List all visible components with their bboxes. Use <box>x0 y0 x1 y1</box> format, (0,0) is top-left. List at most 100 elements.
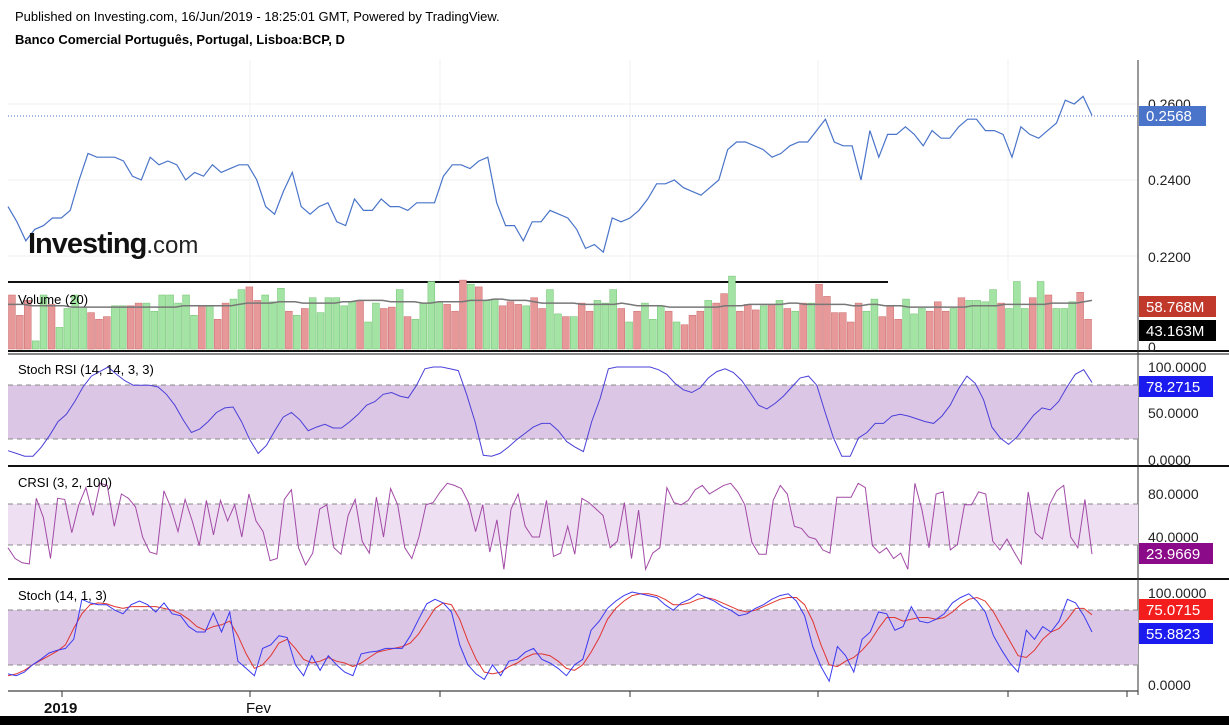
volume-bar <box>87 312 95 350</box>
volume-bar <box>1044 294 1053 350</box>
volume-bar <box>736 310 744 350</box>
time-label-fev: Fev <box>246 700 272 717</box>
volume-bar <box>308 297 317 350</box>
volume-bar <box>451 310 459 350</box>
volume-bar <box>672 321 681 350</box>
volume-bar <box>119 305 127 350</box>
volume-bar <box>570 316 578 350</box>
volume-bar <box>206 305 214 350</box>
volume-bar <box>846 321 855 350</box>
volume-bar <box>285 310 293 350</box>
stochrsi-band <box>8 385 1138 439</box>
volume-bar <box>862 310 871 350</box>
volume-bar <box>823 296 831 350</box>
volume-bar <box>941 310 950 350</box>
volume-bar <box>696 310 705 350</box>
volume-bar <box>886 305 894 350</box>
volume-bar <box>79 306 87 350</box>
volume-bar <box>1052 308 1061 350</box>
volume-tag <box>1139 296 1216 317</box>
stoch-d-tag-text: 75.0715 <box>1146 602 1200 619</box>
volume-bar <box>530 297 538 350</box>
volume-bar <box>680 324 689 350</box>
volume-bar <box>380 308 388 350</box>
stoch-k-line <box>7 591 1093 683</box>
volume-bar <box>395 289 404 350</box>
volume-bar <box>435 301 443 350</box>
volume-bar <box>783 308 792 350</box>
volume-bar <box>63 308 72 350</box>
stoch-d-tag <box>1139 599 1213 620</box>
volume-bar <box>39 294 48 350</box>
stoch-k-tag <box>1139 623 1213 644</box>
volume-bar <box>894 319 902 350</box>
price-line <box>7 95 1093 254</box>
volume-bar <box>316 312 325 350</box>
volume-bar <box>759 305 768 350</box>
volume-bar <box>198 305 206 350</box>
crsi-tick: 80.0000 <box>1148 486 1199 502</box>
volume-bar <box>1060 308 1069 350</box>
volume-bar <box>427 281 436 350</box>
volume-bar <box>348 301 356 350</box>
stochrsi-tag <box>1139 376 1213 397</box>
volume-tick: 0 <box>1148 339 1156 355</box>
volume-bar <box>158 294 166 350</box>
volume-bar <box>1021 308 1029 350</box>
volume-bar <box>562 316 570 350</box>
volume-bar <box>269 301 277 350</box>
volume-bar <box>989 289 997 350</box>
volume-bar <box>332 297 341 350</box>
volume-ma-tag <box>1139 320 1216 341</box>
volume-bar <box>949 308 958 350</box>
volume-bar <box>31 340 40 350</box>
volume-bar <box>799 302 807 350</box>
volume-bar <box>965 300 974 350</box>
volume-bar <box>126 305 135 350</box>
volume-bar <box>538 308 546 350</box>
volume-ma-line <box>8 298 1093 308</box>
volume-tag-text: 58.768M <box>1146 299 1204 316</box>
volume-bar <box>577 302 586 350</box>
volume-bar <box>229 298 238 350</box>
price-tick: 0.2200 <box>1148 249 1191 265</box>
volume-bar <box>261 294 269 350</box>
volume-bar <box>902 298 910 350</box>
volume-bar <box>324 297 333 350</box>
logo-main: Investing <box>28 228 147 260</box>
crsi-line <box>7 482 1093 572</box>
price-grid <box>8 60 1138 281</box>
volume-bar <box>1036 281 1045 350</box>
volume-bar <box>221 302 230 350</box>
volume-bar <box>95 319 103 350</box>
volume-bar <box>16 315 24 350</box>
stochrsi-tick: 50.0000 <box>1148 405 1199 421</box>
stochrsi-tick: 0.0000 <box>1148 452 1191 468</box>
volume-bar <box>498 305 507 350</box>
volume-bar <box>1084 319 1092 350</box>
volume-bar <box>47 304 56 350</box>
symbol-title: Banco Comercial Português, Portugal, Lis… <box>15 32 345 47</box>
volume-bar <box>1076 292 1084 350</box>
volume-bar <box>957 297 966 350</box>
volume-bar <box>482 300 491 350</box>
volume-bar <box>870 298 879 350</box>
volume-bar <box>767 304 776 350</box>
volume-bar <box>997 302 1005 350</box>
volume-bar <box>807 302 815 350</box>
volume-bar <box>174 302 182 350</box>
volume-bar <box>467 283 475 350</box>
volume-bar <box>71 294 79 350</box>
volume-bar <box>245 286 254 350</box>
stochrsi-line <box>7 366 1093 457</box>
volume-bar <box>1005 308 1013 350</box>
volume-bar <box>973 300 981 350</box>
price-tick: 0.2400 <box>1148 172 1191 188</box>
volume-bar <box>301 308 309 350</box>
volume-bar <box>150 310 159 350</box>
volume-bar <box>664 310 673 350</box>
last-price-tag <box>1139 106 1206 126</box>
bottom-bar <box>0 716 1229 725</box>
volume-bar <box>459 279 467 350</box>
